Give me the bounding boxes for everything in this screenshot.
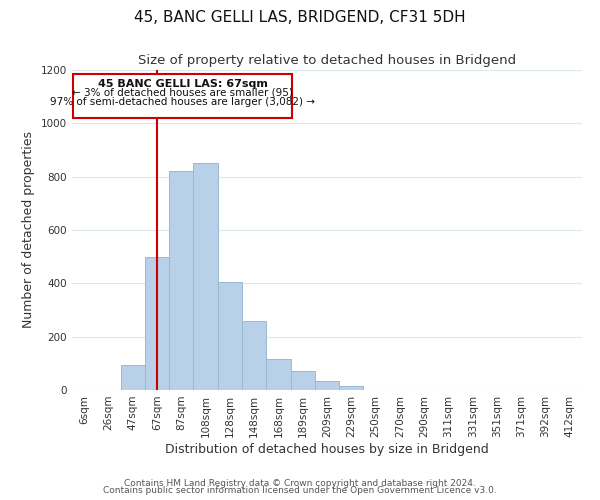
Y-axis label: Number of detached properties: Number of detached properties (22, 132, 35, 328)
Text: 45 BANC GELLI LAS: 67sqm: 45 BANC GELLI LAS: 67sqm (98, 79, 268, 89)
Text: 97% of semi-detached houses are larger (3,082) →: 97% of semi-detached houses are larger (… (50, 96, 315, 106)
Text: Contains HM Land Registry data © Crown copyright and database right 2024.: Contains HM Land Registry data © Crown c… (124, 478, 476, 488)
Text: 45, BANC GELLI LAS, BRIDGEND, CF31 5DH: 45, BANC GELLI LAS, BRIDGEND, CF31 5DH (134, 10, 466, 25)
Text: ← 3% of detached houses are smaller (95): ← 3% of detached houses are smaller (95) (72, 88, 293, 98)
Bar (266, 360, 290, 390)
Bar (193, 164, 218, 390)
Bar (169, 172, 193, 390)
Bar (218, 282, 242, 390)
Bar (145, 256, 169, 390)
X-axis label: Distribution of detached houses by size in Bridgend: Distribution of detached houses by size … (165, 442, 489, 456)
Text: Contains public sector information licensed under the Open Government Licence v3: Contains public sector information licen… (103, 486, 497, 495)
Title: Size of property relative to detached houses in Bridgend: Size of property relative to detached ho… (138, 54, 516, 68)
Bar (339, 386, 364, 390)
Bar (315, 380, 339, 390)
FancyBboxPatch shape (73, 74, 292, 118)
Bar (242, 320, 266, 390)
Bar (290, 372, 315, 390)
Bar (121, 364, 145, 390)
